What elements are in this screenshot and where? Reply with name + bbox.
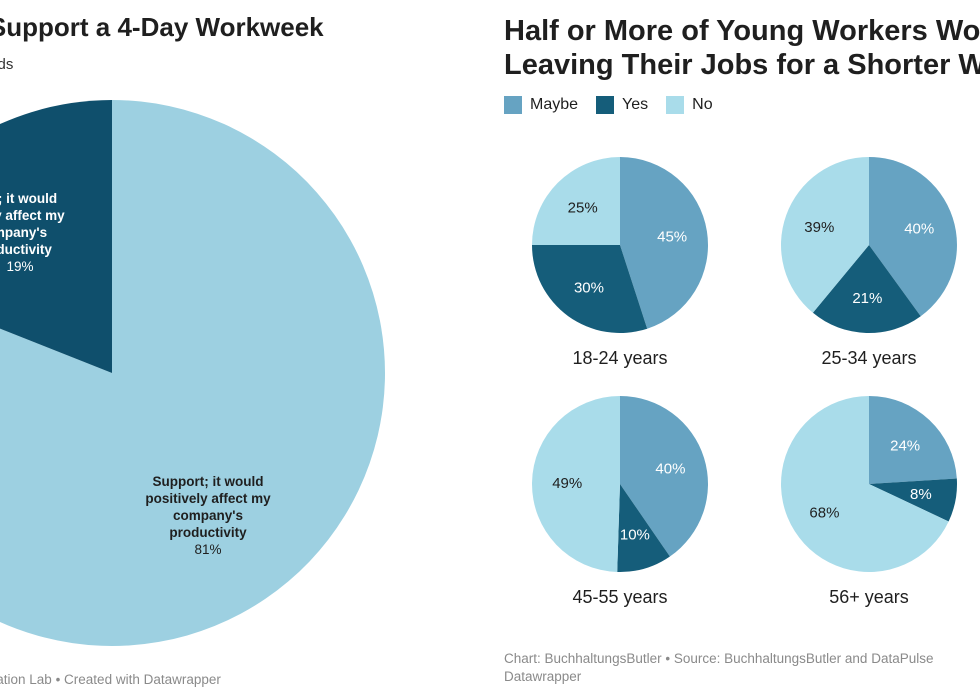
pie-0-slice-maybe bbox=[620, 157, 708, 329]
legend-label: Maybe bbox=[530, 96, 579, 113]
left-pie-slice-1 bbox=[0, 100, 112, 373]
pie-2-value-label: 10% bbox=[620, 527, 650, 544]
left-chart-footnote: /Generation Lab • Created with Datawrapp… bbox=[0, 672, 221, 687]
left-chart-panel: ly Support a 4-Day Workweek ear olds Sup… bbox=[0, 0, 470, 699]
pie-3-slice-no bbox=[781, 396, 949, 572]
pie-0-value-label: 30% bbox=[574, 280, 604, 297]
left-slice-label-oppose: mpany's bbox=[0, 225, 47, 240]
pie-2-value-label: 49% bbox=[552, 475, 582, 492]
legend-item-maybe: Maybe bbox=[504, 96, 578, 114]
left-slice-label-support: productivity bbox=[169, 525, 247, 540]
pie-1-slice-maybe bbox=[869, 157, 957, 317]
pie-3-value-label: 24% bbox=[890, 438, 920, 455]
left-slice-label-oppose: oductivity bbox=[0, 242, 52, 257]
left-slice-value-support: 81% bbox=[194, 542, 221, 557]
legend-label: Yes bbox=[622, 96, 649, 113]
legend-item-yes: Yes bbox=[596, 96, 648, 114]
pie-1-slice-no bbox=[781, 157, 869, 313]
pie-2-category-label: 45-55 years bbox=[572, 587, 667, 607]
pie-1-value-label: 40% bbox=[904, 221, 934, 238]
right-chart-panel: Half or More of Young Workers Wou Leavin… bbox=[490, 0, 980, 699]
left-slice-label-oppose: vely affect my bbox=[0, 208, 65, 223]
left-slice-label-support: positively affect my bbox=[145, 491, 271, 506]
legend-label: No bbox=[692, 96, 713, 113]
left-slice-value-oppose: 19% bbox=[6, 259, 33, 274]
small-multiple-pies: 45% 30% 25% 18-24 years 40% 21% 39% 25-34 years… bbox=[532, 157, 957, 607]
right-footnote-line2: Datawrapper bbox=[504, 669, 582, 684]
pie-2-slice-maybe bbox=[620, 396, 708, 557]
left-slice-label-support: Support; it would bbox=[153, 474, 264, 489]
left-pie-slice-0 bbox=[0, 100, 385, 646]
pie-0-value-label: 25% bbox=[568, 200, 598, 217]
pie-1-slice-yes bbox=[812, 245, 921, 334]
legend-swatch bbox=[504, 96, 522, 114]
legend-item-no: No bbox=[666, 96, 713, 114]
right-chart-footnote: Chart: BuchhaltungsButler • Source: Buch… bbox=[504, 650, 933, 686]
pie-2-value-label: 40% bbox=[655, 460, 685, 477]
pie-3-slice-yes bbox=[869, 478, 957, 522]
pie-3-category-label: 56+ years bbox=[829, 587, 909, 607]
pie-0-category-label: 18-24 years bbox=[572, 348, 667, 368]
left-chart-title: ly Support a 4-Day Workweek bbox=[0, 12, 324, 42]
pie-1-category-label: 25-34 years bbox=[821, 348, 916, 368]
legend-swatch bbox=[666, 96, 685, 114]
pie-3-value-label: 68% bbox=[809, 504, 839, 521]
legend: Maybe Yes No bbox=[504, 96, 713, 114]
right-footnote-line1: Chart: BuchhaltungsButler • Source: Buch… bbox=[504, 651, 934, 666]
pie-3-value-label: 8% bbox=[910, 486, 932, 503]
left-slice-label-support: company's bbox=[173, 508, 243, 523]
right-chart-title-line1: Half or More of Young Workers Wou bbox=[504, 15, 980, 47]
pie-0-slice-no bbox=[532, 157, 620, 245]
left-chart-subtitle: ear olds bbox=[0, 56, 14, 73]
pie-0-value-label: 45% bbox=[657, 229, 687, 246]
pie-3-slice-maybe bbox=[869, 396, 957, 484]
pie-0-slice-yes bbox=[532, 245, 648, 333]
left-pie-chart: Support; it would positively affect my com… bbox=[0, 100, 385, 646]
pie-1-value-label: 39% bbox=[804, 219, 834, 236]
legend-swatch bbox=[596, 96, 615, 114]
pie-1-value-label: 21% bbox=[852, 290, 882, 307]
pie-2-slice-no bbox=[532, 396, 620, 572]
pie-2-slice-yes bbox=[617, 484, 670, 572]
right-chart-title-line2: Leaving Their Jobs for a Shorter We bbox=[504, 49, 980, 81]
left-slice-label-oppose: se; it would bbox=[0, 191, 57, 206]
